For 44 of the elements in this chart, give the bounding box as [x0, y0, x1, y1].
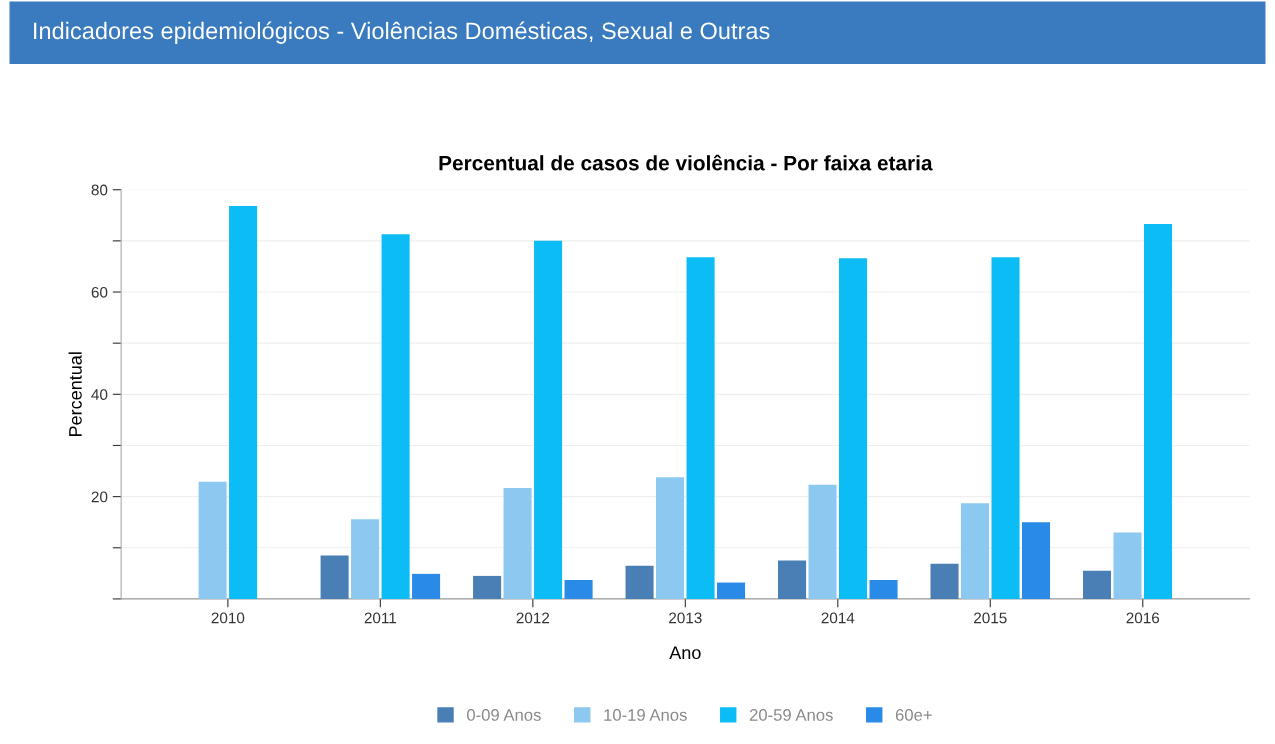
- bar: [473, 575, 502, 599]
- x-tick-label: 2010: [211, 612, 245, 624]
- y-tick-label: 80: [91, 184, 108, 196]
- y-tick-label: 60: [91, 286, 108, 298]
- bar: [808, 484, 837, 599]
- x-axis-title: Ano: [669, 646, 701, 660]
- bar: [412, 573, 441, 599]
- legend-label: 0-09 Anos: [467, 709, 541, 721]
- bar: [229, 206, 258, 599]
- bar: [198, 481, 227, 599]
- chart-title: Percentual de casos de violência - Por faixa etaria: [439, 154, 933, 171]
- x-tick-label: 2013: [669, 612, 702, 624]
- bar: [930, 563, 959, 599]
- bar: [1113, 532, 1142, 599]
- x-tick-label: 2014: [821, 612, 855, 624]
- text: Indicadores epidemiológicos - Violências Domésticas, Sexual e Outras: [34, 21, 770, 44]
- bar: [1082, 570, 1112, 599]
- bar: [991, 257, 1020, 599]
- y-axis-title: Percentual: [68, 352, 82, 436]
- bar: [686, 257, 715, 599]
- bar: [381, 234, 410, 599]
- legend-label: 60e+: [895, 709, 932, 721]
- x-tick-label: 2015: [974, 612, 1007, 624]
- bar: [351, 519, 380, 599]
- x-tick-label: 2011: [364, 612, 397, 624]
- legend-label: 10-19 Anos: [604, 709, 687, 721]
- bar: [320, 555, 349, 599]
- bar: [564, 579, 593, 599]
- y-tick-label: 40: [91, 389, 108, 401]
- bar: [625, 565, 654, 599]
- bar: [839, 258, 868, 599]
- legend-label: 20-59 Anos: [749, 709, 833, 721]
- bar: [503, 487, 532, 599]
- bar: [1143, 223, 1173, 599]
- bar: [1022, 522, 1051, 599]
- bar: [534, 240, 563, 599]
- bar: [717, 582, 746, 599]
- bar: [961, 503, 990, 599]
- bar: [656, 477, 685, 599]
- x-tick-label: 2012: [516, 612, 550, 624]
- y-tick-label: 20: [91, 491, 108, 503]
- x-tick-label: 2016: [1126, 612, 1160, 624]
- bar: [869, 579, 898, 599]
- bar: [778, 560, 807, 599]
